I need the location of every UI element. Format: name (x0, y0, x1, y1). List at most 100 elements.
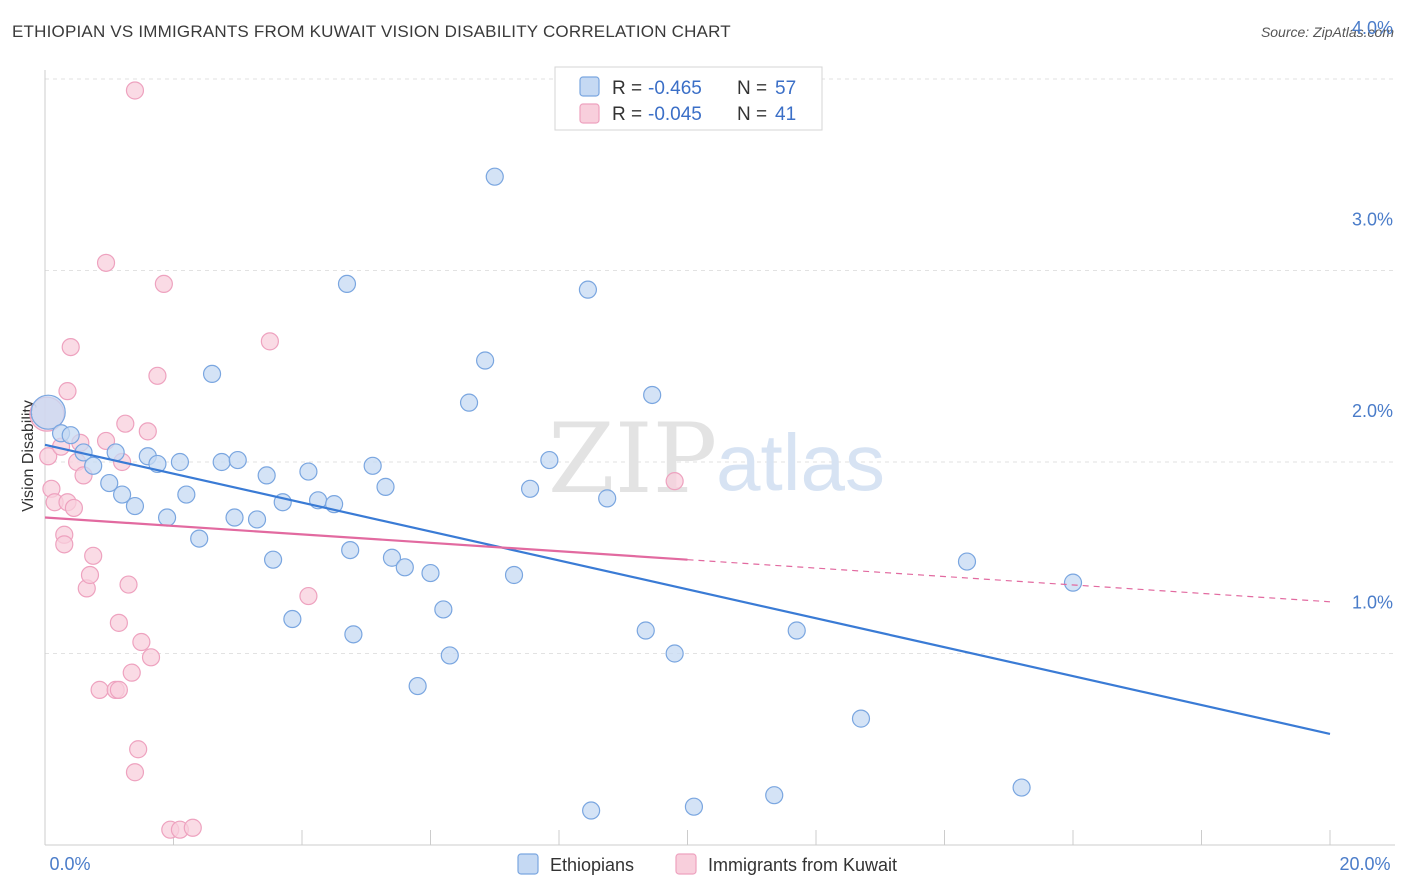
ethiopians-point (1012, 778, 1031, 797)
kuwait-point (80, 565, 100, 585)
data-points (29, 81, 1083, 839)
ethiopians-point (112, 485, 132, 504)
ethiopians-point (337, 274, 357, 294)
ethiopians-point (61, 426, 80, 445)
legend-r-value-blue: -0.465 (648, 78, 702, 99)
grid-lines (45, 78, 1395, 654)
ethiopians-point (582, 801, 601, 820)
watermark-atlas: atlas (716, 418, 885, 507)
y-tick-label: 4.0% (1352, 18, 1393, 38)
y-tick-label: 2.0% (1352, 401, 1393, 421)
kuwait-point (64, 498, 84, 518)
kuwait-point (58, 382, 77, 401)
kuwait-point (260, 332, 279, 351)
y-tick-labels: 1.0% 2.0% 3.0% 4.0% (1352, 18, 1393, 613)
ethiopians-point (408, 676, 427, 696)
kuwait-point (132, 632, 151, 652)
kuwait-trend-line-extension (687, 559, 1331, 603)
ethiopians-point (957, 552, 977, 571)
legend-n-value-pink: 41 (775, 104, 796, 125)
ethiopians-point (459, 393, 479, 412)
legend-r-label: R = (612, 104, 642, 125)
kuwait-point (125, 763, 145, 782)
legend-swatch-blue (579, 76, 600, 97)
chart-source: Source: ZipAtlas.com (1260, 24, 1394, 40)
ethiopians-point (125, 496, 145, 516)
ethiopians-point (247, 510, 267, 529)
ethiopians-point (476, 351, 495, 370)
ethiopians-point (363, 456, 382, 475)
ethiopians-point (212, 452, 231, 472)
kuwait-point (116, 414, 135, 433)
ethiopians-point (636, 621, 655, 640)
ethiopians-point (299, 462, 318, 481)
legend-swatch-pink (579, 103, 600, 124)
ethiopians-point (30, 394, 66, 430)
ethiopians-point (84, 456, 103, 475)
bottom-legend-ethiopians: Ethiopians (550, 855, 634, 875)
kuwait-point (125, 81, 145, 100)
kuwait-point (141, 648, 161, 667)
ethiopians-point (434, 600, 453, 619)
legend-r-label: R = (612, 78, 642, 99)
ethiopians-point (190, 529, 209, 548)
x-tick-label-min: 0.0% (49, 854, 90, 874)
legend: R = -0.465 N = 57 R = -0.045 N = 41 (554, 66, 823, 131)
kuwait-point (183, 818, 202, 837)
ethiopians-point (225, 508, 244, 527)
kuwait-point (119, 575, 138, 594)
bottom-legend-swatch-kuwait (675, 853, 697, 875)
ethiopians-point (485, 167, 504, 186)
bottom-legend: Ethiopians Immigrants from Kuwait (517, 853, 897, 875)
ethiopians-point (263, 550, 283, 569)
ethiopians-point (341, 540, 360, 560)
ethiopians-point (598, 489, 617, 508)
kuwait-point (122, 663, 141, 682)
ethiopians-point (202, 364, 222, 384)
ethiopians-point (376, 477, 395, 496)
ethiopians-point (787, 621, 806, 640)
kuwait-point (61, 338, 80, 357)
ethiopians-point (228, 450, 247, 470)
ethiopians-point (643, 385, 662, 405)
ethiopians-point (765, 786, 784, 805)
bottom-legend-kuwait: Immigrants from Kuwait (708, 855, 897, 875)
ethiopians-point (684, 797, 704, 816)
ethiopians-point (382, 548, 402, 567)
kuwait-point (55, 535, 74, 554)
y-tick-label: 3.0% (1352, 210, 1393, 230)
ethiopians-point (504, 565, 524, 585)
bottom-legend-swatch-ethiopians (517, 853, 539, 875)
ethiopians-point (421, 563, 440, 583)
kuwait-point (90, 680, 109, 699)
kuwait-point (109, 613, 128, 632)
legend-n-label: N = (737, 104, 767, 125)
ethiopians-point (283, 609, 302, 629)
kuwait-point (84, 546, 103, 565)
ethiopians-point (344, 625, 363, 644)
legend-n-label: N = (737, 78, 767, 99)
ethiopians-point (540, 450, 559, 470)
kuwait-point (39, 447, 58, 466)
y-tick-label: 1.0% (1352, 593, 1393, 613)
ethiopians-point (578, 280, 598, 299)
ethiopians-point (851, 709, 871, 728)
chart-title: ETHIOPIAN VS IMMIGRANTS FROM KUWAIT VISI… (12, 22, 731, 41)
y-axis-title: Vision Disability (20, 400, 37, 512)
ethiopians-point (1063, 573, 1083, 592)
legend-r-value-pink: -0.045 (648, 104, 702, 125)
ethiopians-point (665, 644, 684, 663)
kuwait-point (299, 586, 318, 606)
kuwait-point (148, 366, 167, 385)
trend-lines (44, 443, 1331, 736)
kuwait-point (96, 253, 116, 272)
watermark-zip: ZIP (548, 403, 717, 515)
kuwait-point (665, 472, 684, 491)
kuwait-point (109, 680, 128, 699)
kuwait-point (129, 740, 148, 759)
ethiopians-point (177, 485, 196, 504)
ethiopians-point (440, 646, 459, 665)
ethiopians-trend-line (44, 443, 1331, 736)
ethiopians-point (257, 466, 276, 485)
x-ticks (44, 830, 1331, 845)
